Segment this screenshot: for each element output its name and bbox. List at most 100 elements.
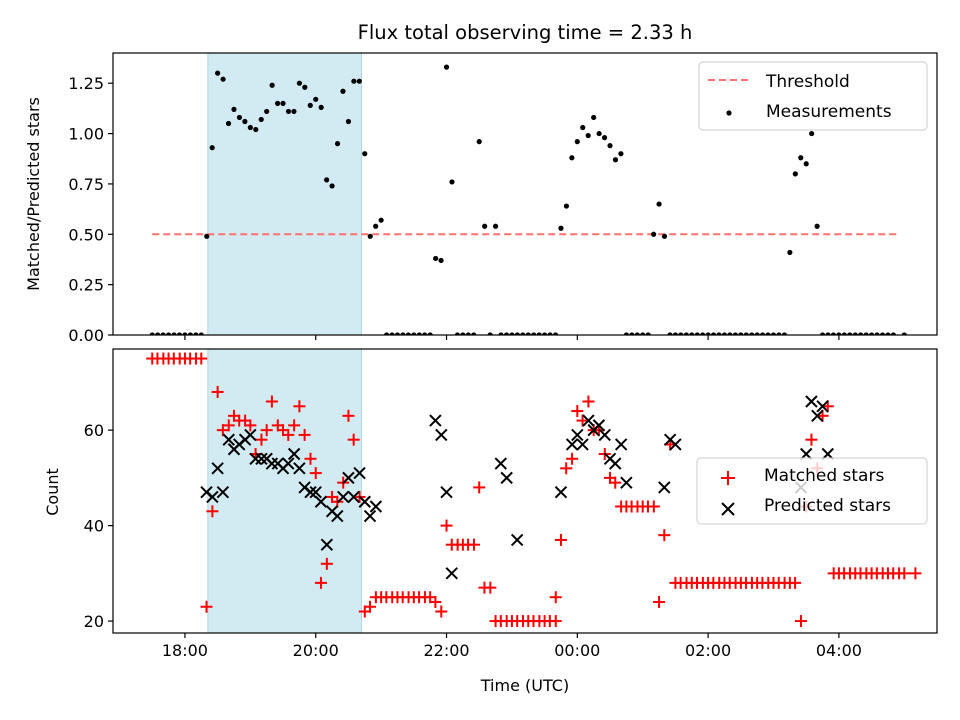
measurement-point [765, 332, 771, 335]
axes-frame [112, 52, 938, 336]
measurement-point [443, 64, 450, 70]
legend-threshold-label: Threshold [765, 72, 850, 92]
measurement-point [618, 151, 624, 157]
measurement-point [525, 332, 531, 335]
measurement-point [291, 108, 297, 115]
measurement-point [776, 332, 782, 335]
measurement-point [760, 332, 766, 335]
measurement-point [858, 332, 864, 335]
predicted-star-point [620, 476, 633, 489]
measurement-point [563, 203, 570, 209]
predicted-star-point [445, 567, 458, 580]
matched-star-point [206, 505, 219, 518]
measurement-point [580, 124, 586, 131]
measurement-point [253, 126, 259, 133]
legend-measurements-label: Measurements [766, 102, 892, 122]
plot-area [149, 64, 907, 335]
measurement-point [449, 179, 455, 185]
measurement-point [825, 332, 831, 335]
matched-star-point [309, 467, 322, 480]
measurement-point [694, 332, 700, 335]
measurement-point [798, 155, 804, 161]
measurement-point [792, 171, 798, 177]
matched-star-point [794, 615, 807, 628]
measurement-point [373, 223, 379, 229]
chart-title: Flux total observing time = 2.33 h [358, 21, 693, 44]
predicted-star-point [658, 481, 671, 494]
measurement-point [520, 332, 526, 335]
measurement-point [863, 332, 869, 335]
measurement-point [678, 332, 684, 335]
x-tick-label: 04:00 [816, 641, 862, 660]
predicted-star-point [614, 438, 628, 451]
measurement-point [819, 332, 826, 335]
measurement-point [334, 141, 341, 147]
measurement-point [645, 332, 651, 335]
measurement-point [569, 155, 575, 161]
predicted-star-point [571, 428, 584, 442]
matched-star-point [566, 452, 579, 465]
matched-star-point [549, 591, 562, 604]
predicted-star-point [336, 490, 350, 504]
measurement-point [640, 332, 646, 335]
measurement-point [672, 332, 679, 335]
measurement-point [601, 135, 608, 141]
predicted-star-point [494, 457, 508, 470]
matched-star-point [211, 385, 224, 398]
measurement-point [351, 78, 357, 84]
measurement-point [700, 332, 706, 335]
measurement-point [155, 332, 161, 335]
predicted-star-point [353, 466, 366, 480]
predicted-star-point [609, 457, 622, 470]
measurement-point [225, 120, 232, 127]
matched-star-point [320, 557, 333, 570]
measurement-point [809, 130, 815, 137]
measurement-point [149, 332, 155, 335]
bottom-legend-frame [696, 457, 928, 525]
measurement-point [394, 332, 401, 335]
x-tick-label: 18:00 [162, 641, 208, 660]
measurement-point [454, 332, 461, 335]
x-tick-label: 00:00 [554, 641, 600, 660]
matched-legend-marker [721, 471, 735, 485]
measurement-point [612, 157, 619, 163]
measurement-point [242, 118, 248, 125]
measurement-point [378, 217, 384, 223]
predicted-star-point [211, 462, 224, 475]
measurement-point [503, 332, 510, 335]
observing-window-span [207, 52, 363, 336]
measurement-point [874, 332, 880, 335]
y-tick-label: 60 [84, 421, 104, 440]
measurement-point [296, 80, 302, 86]
predicted-star-point [331, 509, 344, 523]
matched-star-point [265, 395, 278, 408]
measurement-point [258, 116, 264, 123]
measurement-point [781, 332, 788, 335]
predicted-star-point [510, 533, 524, 547]
measurement-point [422, 332, 428, 335]
measurement-point [313, 96, 319, 102]
matched-star-point [789, 576, 802, 589]
predicted-star-point [500, 471, 513, 485]
matched-star-point [467, 538, 480, 551]
axes-frame [112, 348, 938, 634]
predicted-star-point [216, 485, 230, 499]
measurement-point [531, 332, 537, 335]
measurement-point [536, 332, 542, 335]
matched-star-point [647, 500, 660, 513]
matched-star-point [364, 600, 377, 613]
matched-star-point [255, 433, 268, 446]
observing-window-span [207, 348, 363, 634]
predicted-star-point [255, 452, 268, 465]
matched-star-point [288, 419, 301, 432]
measurement-point [231, 106, 237, 112]
top-axes: 0.00 0.25 0.50 0.75 1.00 1.25 [68, 52, 938, 345]
y-tick-label: 40 [84, 517, 104, 536]
measurement-point [171, 332, 177, 335]
measurement-point [498, 332, 504, 335]
measurement-point [514, 332, 520, 335]
measurement-point [634, 332, 640, 335]
y-tick-label: 0.50 [68, 225, 104, 244]
measurement-point [187, 332, 193, 335]
